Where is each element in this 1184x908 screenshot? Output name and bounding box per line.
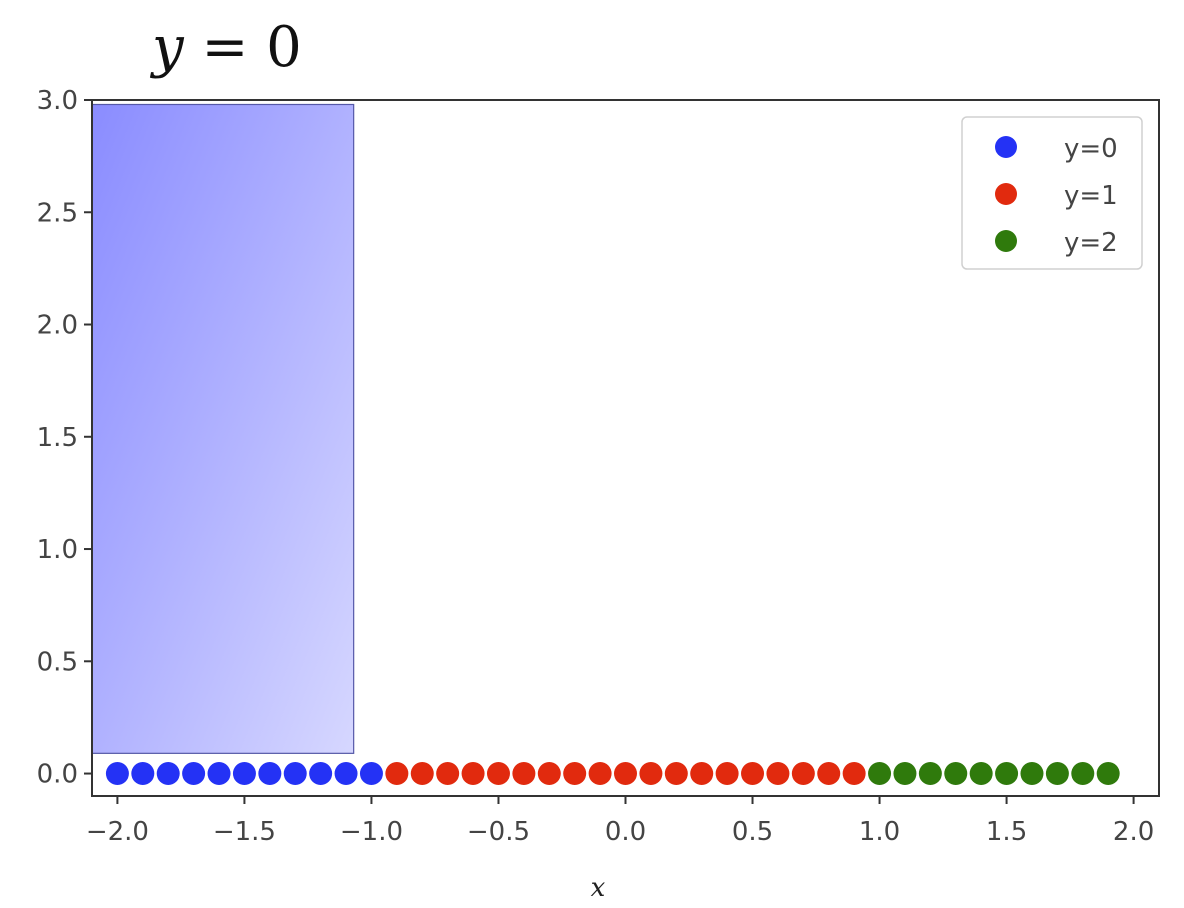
data-point [258, 762, 282, 786]
data-point [969, 762, 993, 786]
data-point [1020, 762, 1044, 786]
x-tick-label: 2.0 [1113, 817, 1154, 847]
legend-marker [995, 183, 1017, 205]
data-point [410, 762, 434, 786]
data-point [334, 762, 358, 786]
y-tick-label: 1.0 [37, 535, 78, 565]
data-point [918, 762, 942, 786]
data-point [690, 762, 714, 786]
x-axis-label: x [591, 873, 606, 903]
data-point [893, 762, 917, 786]
data-point [1096, 762, 1120, 786]
plot-area [91, 99, 1160, 797]
data-point [131, 762, 155, 786]
x-tick-label: −2.0 [86, 817, 149, 847]
data-point [766, 762, 790, 786]
data-point [817, 762, 841, 786]
data-point [309, 762, 333, 786]
legend-label: y=1 [1064, 181, 1118, 211]
data-point [842, 762, 866, 786]
chart-title-text: y = 0 [149, 15, 302, 80]
title-variable: y [149, 15, 185, 80]
data-point [995, 762, 1019, 786]
data-point [283, 762, 307, 786]
data-point [791, 762, 815, 786]
legend-marker [995, 136, 1017, 158]
data-point [614, 762, 637, 786]
chart-title: y = 0 [149, 15, 302, 80]
data-point [664, 762, 688, 786]
y-tick-label: 2.5 [37, 198, 78, 228]
data-point [715, 762, 739, 786]
data-point [486, 762, 510, 786]
legend-label: y=0 [1064, 134, 1118, 164]
data-point [182, 762, 206, 786]
data-point [944, 762, 968, 786]
data-point [741, 762, 765, 786]
y-tick-label: 2.0 [37, 311, 78, 341]
legend-label: y=2 [1064, 228, 1118, 258]
series-y=2 [868, 762, 1120, 786]
series-y=1 [385, 762, 866, 786]
data-point [563, 762, 587, 786]
y-tick-label: 0.0 [37, 760, 78, 790]
data-point [639, 762, 663, 786]
legend: y=0 y=1 y=2 [961, 116, 1143, 270]
x-tick-label: −1.0 [340, 817, 403, 847]
data-point [1071, 762, 1095, 786]
data-point [385, 762, 409, 786]
title-rest: = 0 [184, 15, 302, 80]
legend-marker [995, 230, 1017, 252]
y-tick-label: 3.0 [37, 86, 78, 116]
data-point [868, 762, 892, 786]
data-point [156, 762, 180, 786]
data-point [512, 762, 536, 786]
x-tick-label: 1.5 [986, 817, 1027, 847]
data-point [588, 762, 612, 786]
data-point [232, 762, 256, 786]
data-point [461, 762, 485, 786]
highlight-region [91, 103, 355, 754]
x-tick-label: −0.5 [467, 817, 530, 847]
y-tick-label: 0.5 [37, 647, 78, 677]
y-tick-label: 1.5 [37, 423, 78, 453]
x-tick-label: −1.5 [213, 817, 276, 847]
x-tick-label: 0.5 [732, 817, 773, 847]
axis-ticks: −2.0 −1.5 −1.0 −0.5 0.0 0.5 1.0 1.5 2.0 0.0 0.5 1.0… [37, 86, 1155, 847]
data-point [359, 762, 383, 786]
data-point [537, 762, 561, 786]
x-tick-label: 1.0 [859, 817, 900, 847]
data-point [105, 762, 129, 786]
data-point [207, 762, 231, 786]
series-y=0 [105, 762, 383, 786]
data-point [436, 762, 460, 786]
data-point [1045, 762, 1069, 786]
x-tick-label: 0.0 [605, 817, 646, 847]
